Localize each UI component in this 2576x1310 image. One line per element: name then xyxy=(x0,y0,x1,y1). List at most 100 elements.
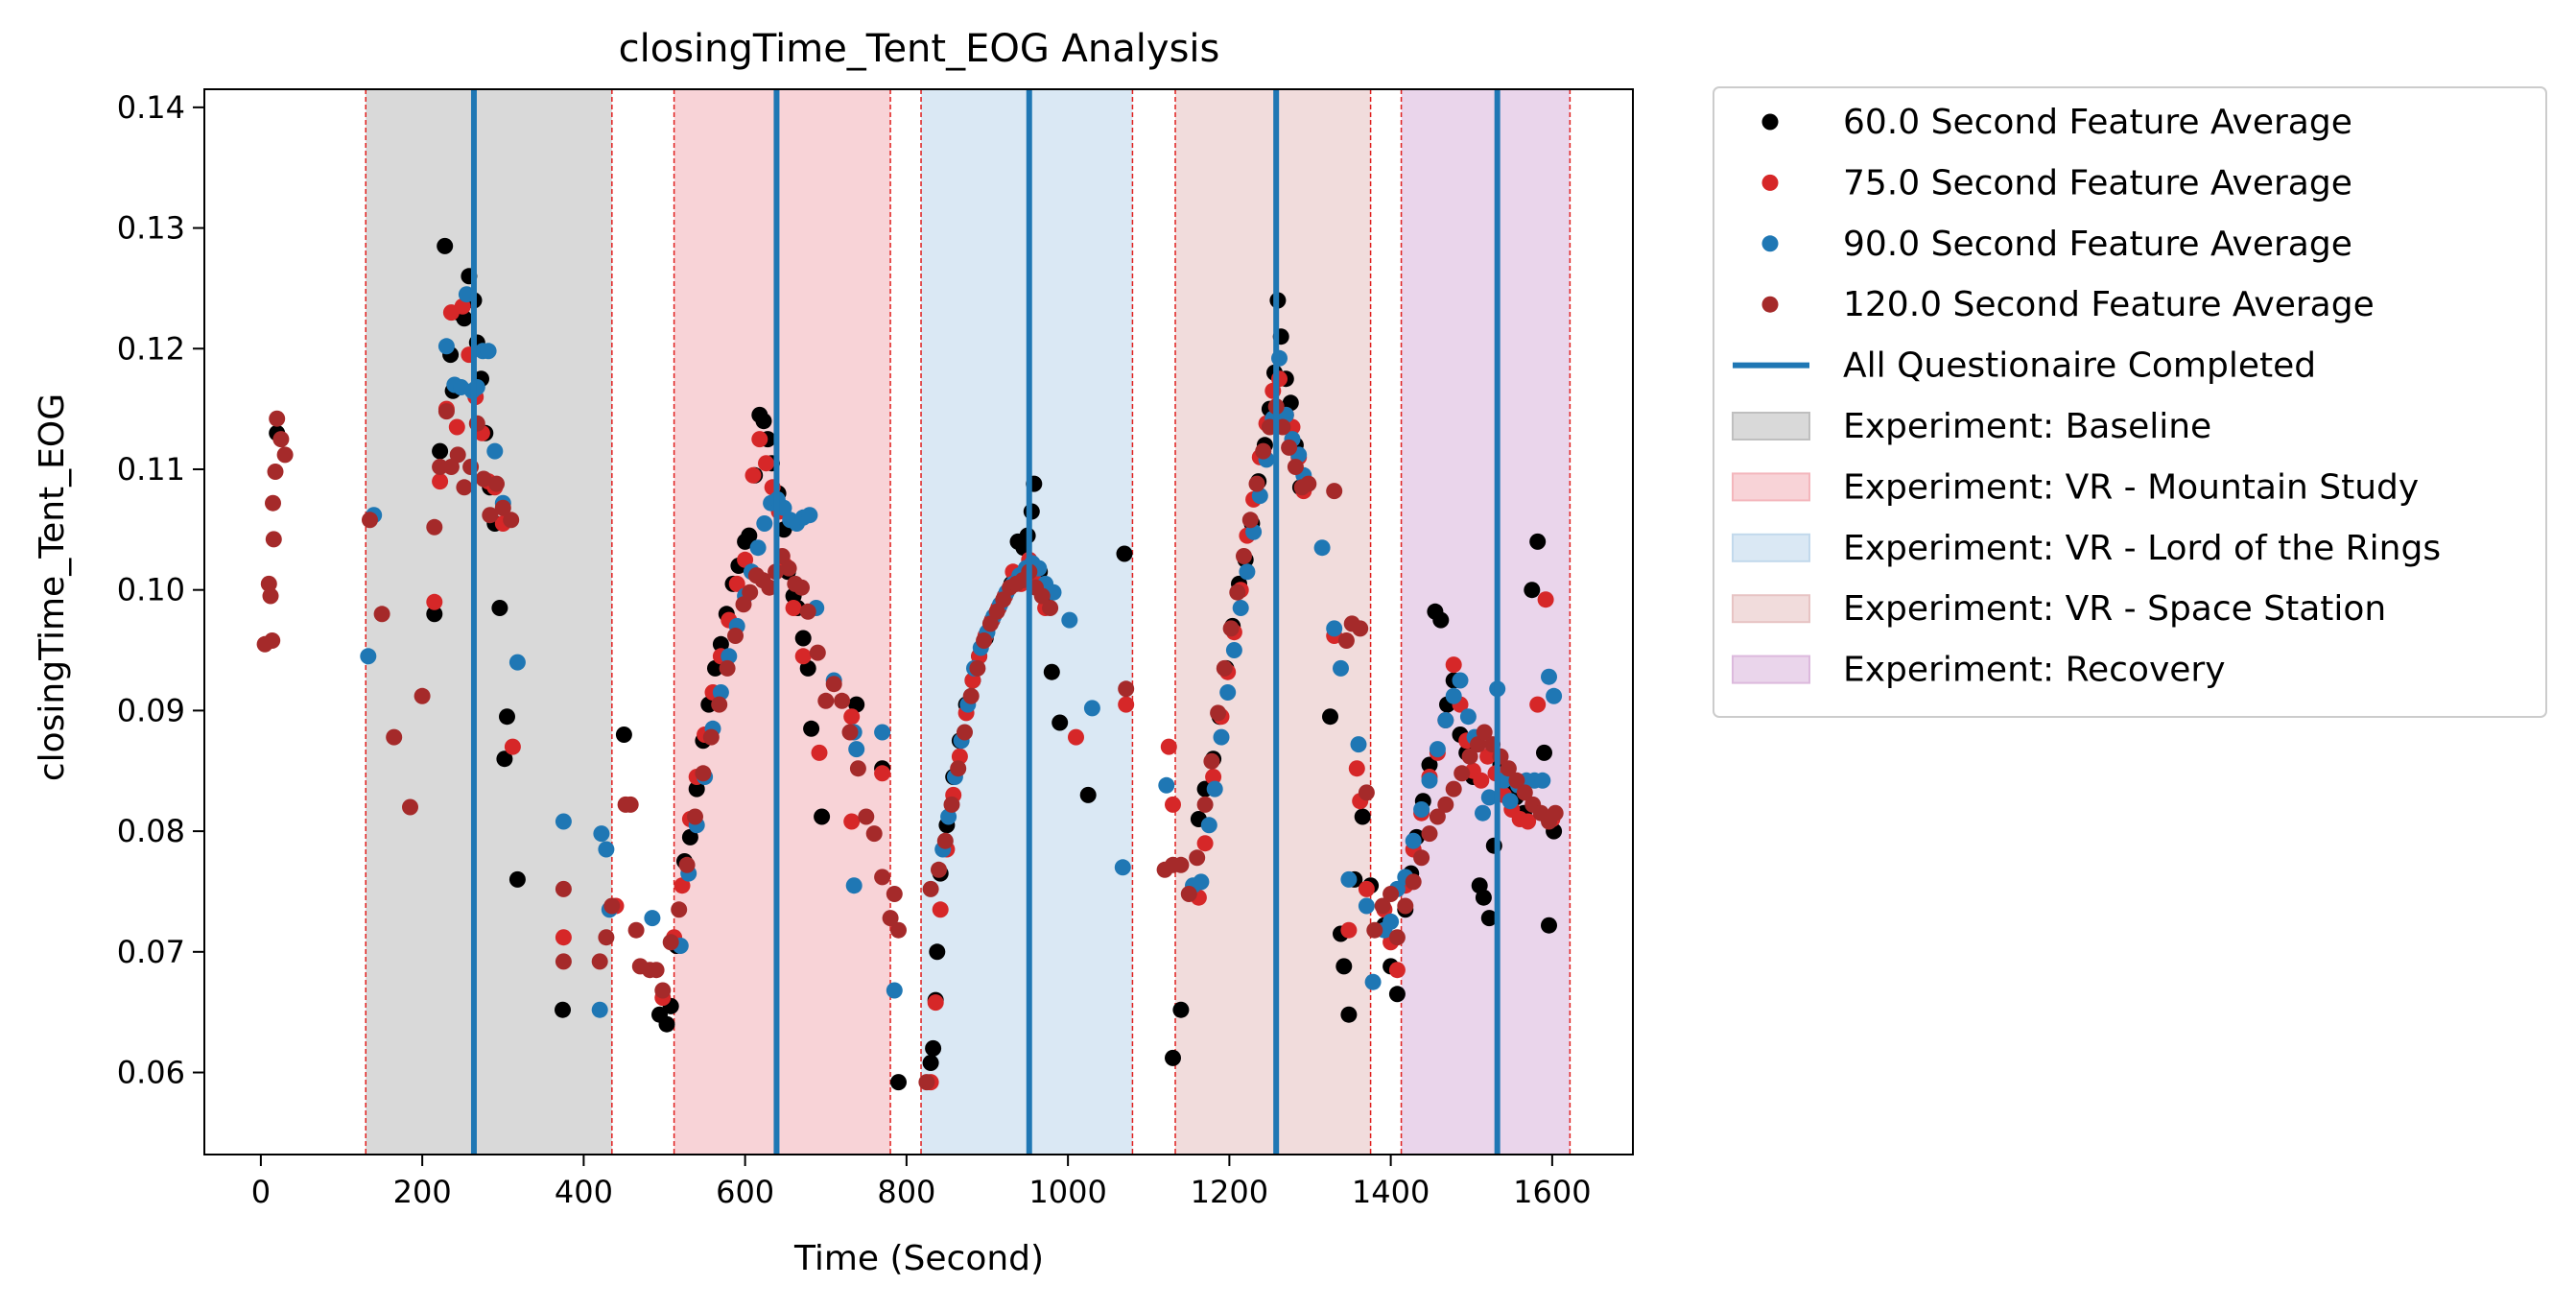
data-point xyxy=(811,744,828,761)
data-point xyxy=(1118,680,1135,698)
data-point xyxy=(929,943,946,961)
data-point xyxy=(1429,808,1446,825)
data-point xyxy=(695,765,712,782)
data-point xyxy=(936,832,954,849)
data-point xyxy=(1475,889,1492,906)
data-point xyxy=(362,512,378,529)
y-tick-label: 0.07 xyxy=(117,934,185,970)
data-point xyxy=(1358,897,1375,915)
data-point xyxy=(555,953,572,970)
data-point xyxy=(1239,563,1256,581)
data-point xyxy=(976,632,993,649)
data-point xyxy=(890,921,907,939)
data-point xyxy=(874,724,891,741)
data-point xyxy=(1232,600,1249,616)
x-tick-label: 1400 xyxy=(1352,1174,1430,1210)
data-point xyxy=(496,750,513,768)
data-point xyxy=(1160,738,1177,755)
data-point xyxy=(780,560,797,577)
data-point xyxy=(890,1074,907,1091)
data-point xyxy=(1255,442,1272,460)
legend-label: Experiment: VR - Mountain Study xyxy=(1843,467,2419,507)
data-point xyxy=(1452,672,1469,689)
data-point xyxy=(1337,632,1355,649)
data-point xyxy=(858,808,875,825)
data-point xyxy=(373,606,390,623)
data-point xyxy=(1348,760,1365,777)
data-point xyxy=(1043,663,1060,680)
data-point xyxy=(1547,804,1564,822)
data-point xyxy=(1470,736,1486,753)
legend-marker xyxy=(1761,296,1779,313)
data-point xyxy=(1196,835,1214,852)
data-point xyxy=(758,455,774,472)
data-point xyxy=(1225,642,1242,658)
data-point xyxy=(995,591,1012,608)
legend-entry: Experiment: Recovery xyxy=(1732,651,2226,690)
data-point xyxy=(845,877,863,894)
data-point xyxy=(1350,736,1367,753)
data-point xyxy=(1158,776,1175,794)
legend-box xyxy=(1713,86,2547,718)
x-tick-label: 200 xyxy=(393,1174,452,1210)
data-point xyxy=(1413,849,1430,867)
legend-marker xyxy=(1761,174,1779,191)
data-point xyxy=(744,466,762,484)
data-point xyxy=(927,994,944,1012)
x-tick-label: 400 xyxy=(555,1174,613,1210)
data-point xyxy=(707,659,723,677)
data-point xyxy=(437,403,455,420)
data-point xyxy=(1397,897,1414,915)
data-point xyxy=(1536,744,1552,761)
data-point xyxy=(711,696,728,713)
data-point xyxy=(598,841,615,858)
data-point xyxy=(1210,704,1227,722)
y-tick-label: 0.09 xyxy=(117,692,185,728)
data-point xyxy=(432,459,449,475)
data-point xyxy=(1340,921,1358,939)
data-point xyxy=(627,921,645,939)
y-tick-label: 0.11 xyxy=(117,451,185,488)
data-point xyxy=(741,527,758,544)
data-point xyxy=(922,1055,939,1071)
data-point xyxy=(922,880,939,897)
data-point xyxy=(1216,659,1233,677)
data-point xyxy=(756,515,773,532)
x-tick-label: 1000 xyxy=(1028,1174,1106,1210)
data-point xyxy=(482,507,499,524)
data-point xyxy=(426,518,443,536)
data-point xyxy=(1340,1006,1358,1023)
data-point xyxy=(1541,917,1557,934)
data-point xyxy=(969,659,986,677)
data-point xyxy=(1529,533,1547,550)
data-point xyxy=(1541,668,1557,685)
data-point xyxy=(1520,813,1537,830)
y-axis-label: closingTime_Tent_EOG xyxy=(33,393,72,781)
data-point xyxy=(1335,958,1353,975)
data-point xyxy=(265,494,281,512)
data-point xyxy=(925,1039,942,1057)
x-axis-label: Time (Second) xyxy=(793,1239,1044,1278)
data-point xyxy=(386,728,403,746)
data-point xyxy=(951,748,968,765)
data-point xyxy=(735,596,752,613)
data-point xyxy=(615,726,632,743)
data-point xyxy=(432,473,449,490)
series-4 xyxy=(256,398,1564,1091)
data-point xyxy=(555,929,572,946)
data-point xyxy=(825,676,842,693)
data-point xyxy=(437,338,455,355)
data-point xyxy=(1366,921,1383,939)
data-point xyxy=(1118,696,1135,713)
data-point xyxy=(1421,756,1438,774)
data-point xyxy=(1374,897,1391,915)
legend-patch xyxy=(1732,655,1810,684)
data-point xyxy=(843,708,861,726)
band-4 xyxy=(1175,89,1371,1155)
data-point xyxy=(555,1001,571,1018)
data-point xyxy=(1042,600,1059,616)
data-point xyxy=(272,431,290,448)
data-point xyxy=(674,877,691,894)
data-point xyxy=(957,724,973,741)
data-point xyxy=(1432,611,1450,629)
